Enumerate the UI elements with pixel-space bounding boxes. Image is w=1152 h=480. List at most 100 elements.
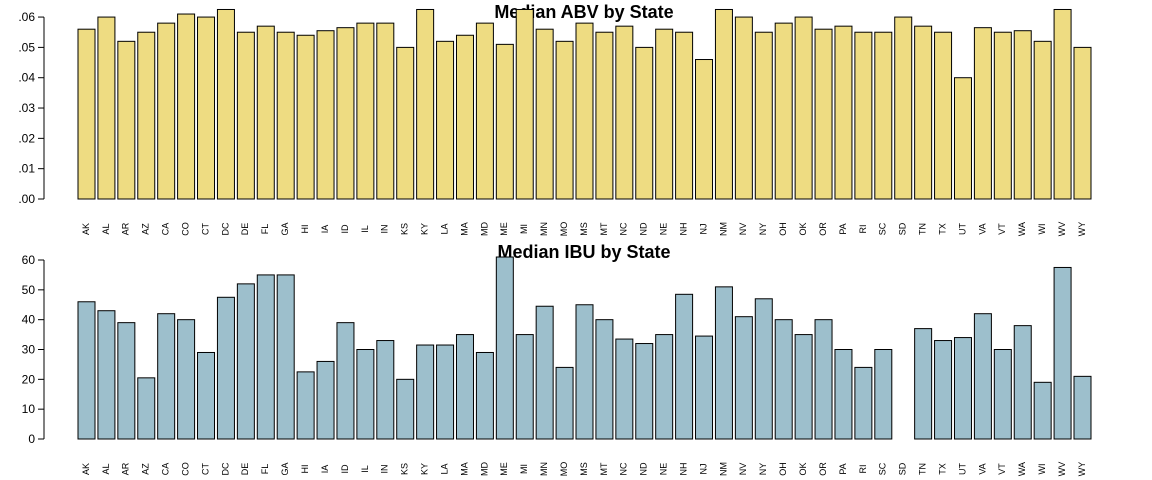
x-tick-label: NM bbox=[718, 462, 728, 476]
bar-hi bbox=[296, 371, 315, 440]
x-tick-label: TX bbox=[937, 223, 947, 235]
y-tick-label: 30 bbox=[22, 343, 36, 357]
x-tick-label: IL bbox=[360, 465, 370, 473]
bar-md bbox=[475, 351, 494, 440]
x-tick-label: MA bbox=[459, 222, 469, 236]
x-tick-label: WA bbox=[1017, 462, 1027, 476]
x-tick-label: OH bbox=[778, 462, 788, 476]
x-tick-label: WY bbox=[1077, 462, 1087, 477]
x-tick-label: NJ bbox=[698, 464, 708, 475]
bar-va bbox=[973, 313, 992, 440]
bar-sd bbox=[894, 16, 913, 200]
bar-ne bbox=[655, 28, 674, 200]
bar-il bbox=[356, 22, 375, 200]
bar-ca bbox=[157, 22, 176, 200]
y-tick-label: 20 bbox=[22, 372, 36, 386]
x-tick-label: AR bbox=[121, 462, 131, 475]
x-tick-label: MO bbox=[559, 222, 569, 237]
bar-ga bbox=[276, 274, 295, 440]
y-tick-label: .01 bbox=[18, 162, 35, 176]
bar-co bbox=[177, 13, 196, 200]
x-tick-label: AZ bbox=[141, 223, 151, 235]
bar-ne bbox=[655, 334, 674, 440]
bar-ri bbox=[854, 31, 873, 200]
x-tick-label: WA bbox=[1017, 222, 1027, 236]
x-tick-label: GA bbox=[280, 462, 290, 475]
x-tick-label: NV bbox=[738, 463, 748, 476]
x-tick-label: OR bbox=[818, 222, 828, 236]
x-tick-label: GA bbox=[280, 222, 290, 235]
bar-ak bbox=[77, 28, 96, 200]
x-tick-label: IA bbox=[320, 225, 330, 234]
bar-ma bbox=[455, 34, 474, 200]
bar-ct bbox=[197, 351, 216, 440]
x-tick-label: SC bbox=[878, 462, 888, 475]
bar-md bbox=[475, 22, 494, 200]
x-tick-label: DE bbox=[240, 463, 250, 476]
bar-il bbox=[356, 349, 375, 440]
x-tick-label: WY bbox=[1077, 222, 1087, 237]
bar-id bbox=[336, 27, 355, 200]
x-tick-label: AR bbox=[121, 222, 131, 235]
y-tick-label: .02 bbox=[18, 131, 35, 145]
bar-ks bbox=[396, 378, 415, 440]
chart-title: Median ABV by State bbox=[494, 2, 673, 22]
bar-hi bbox=[296, 34, 315, 200]
bar-mt bbox=[595, 319, 614, 440]
x-tick-label: NY bbox=[758, 463, 768, 476]
bar-mo bbox=[555, 366, 574, 440]
bar-co bbox=[177, 319, 196, 440]
bar-wy bbox=[1073, 46, 1092, 200]
x-tick-label: AK bbox=[81, 463, 91, 475]
x-tick-label: VT bbox=[997, 223, 1007, 235]
bar-ok bbox=[794, 334, 813, 440]
x-tick-label: DC bbox=[220, 222, 230, 235]
x-tick-label: NC bbox=[619, 222, 629, 235]
bar-la bbox=[436, 344, 455, 440]
bar-pa bbox=[834, 25, 853, 200]
bar-nc bbox=[615, 338, 634, 440]
bar-mn bbox=[535, 28, 554, 200]
x-tick-label: VT bbox=[997, 463, 1007, 475]
bar-sc bbox=[874, 349, 893, 440]
bar-nm bbox=[714, 286, 733, 440]
bar-tn bbox=[914, 25, 933, 200]
bar-wv bbox=[1053, 8, 1072, 200]
bar-oh bbox=[774, 22, 793, 200]
x-tick-label: MN bbox=[539, 462, 549, 476]
bar-me bbox=[495, 256, 514, 440]
x-tick-label: MT bbox=[599, 462, 609, 475]
x-tick-label: AZ bbox=[141, 463, 151, 475]
x-tick-label: NY bbox=[758, 223, 768, 236]
bar-nh bbox=[675, 293, 694, 440]
x-tick-label: MI bbox=[519, 464, 529, 474]
x-tick-label: OH bbox=[778, 222, 788, 236]
chart-title: Median IBU by State bbox=[497, 242, 670, 262]
x-tick-label: WI bbox=[1037, 464, 1047, 475]
bar-ms bbox=[575, 22, 594, 200]
x-tick-label: IL bbox=[360, 225, 370, 233]
bar-ak bbox=[77, 301, 96, 440]
x-tick-label: AL bbox=[101, 463, 111, 474]
x-tick-label: KY bbox=[420, 223, 430, 235]
x-tick-label: KY bbox=[420, 463, 430, 475]
x-tick-label: TN bbox=[918, 223, 928, 235]
x-tick-label: MA bbox=[459, 462, 469, 476]
chart-1: Median ABV by State .00 .01 .02 .03 .04 .05 .06… bbox=[18, 2, 1092, 237]
x-tick-label: NJ bbox=[698, 224, 708, 235]
x-tick-label: ME bbox=[499, 222, 509, 236]
x-tick-label: SC bbox=[878, 222, 888, 235]
bar-wi bbox=[1033, 381, 1052, 440]
bar-ga bbox=[276, 31, 295, 200]
x-tick-label: AK bbox=[81, 223, 91, 235]
bar-ut bbox=[953, 77, 972, 200]
x-tick-label: MI bbox=[519, 224, 529, 234]
bar-wy bbox=[1073, 375, 1092, 440]
x-tick-label: MT bbox=[599, 222, 609, 235]
bar-la bbox=[436, 40, 455, 200]
bar-ny bbox=[754, 298, 773, 440]
bar-mt bbox=[595, 31, 614, 200]
x-tick-label: UT bbox=[957, 463, 967, 475]
bar-mn bbox=[535, 305, 554, 440]
x-tick-label: NH bbox=[678, 463, 688, 476]
